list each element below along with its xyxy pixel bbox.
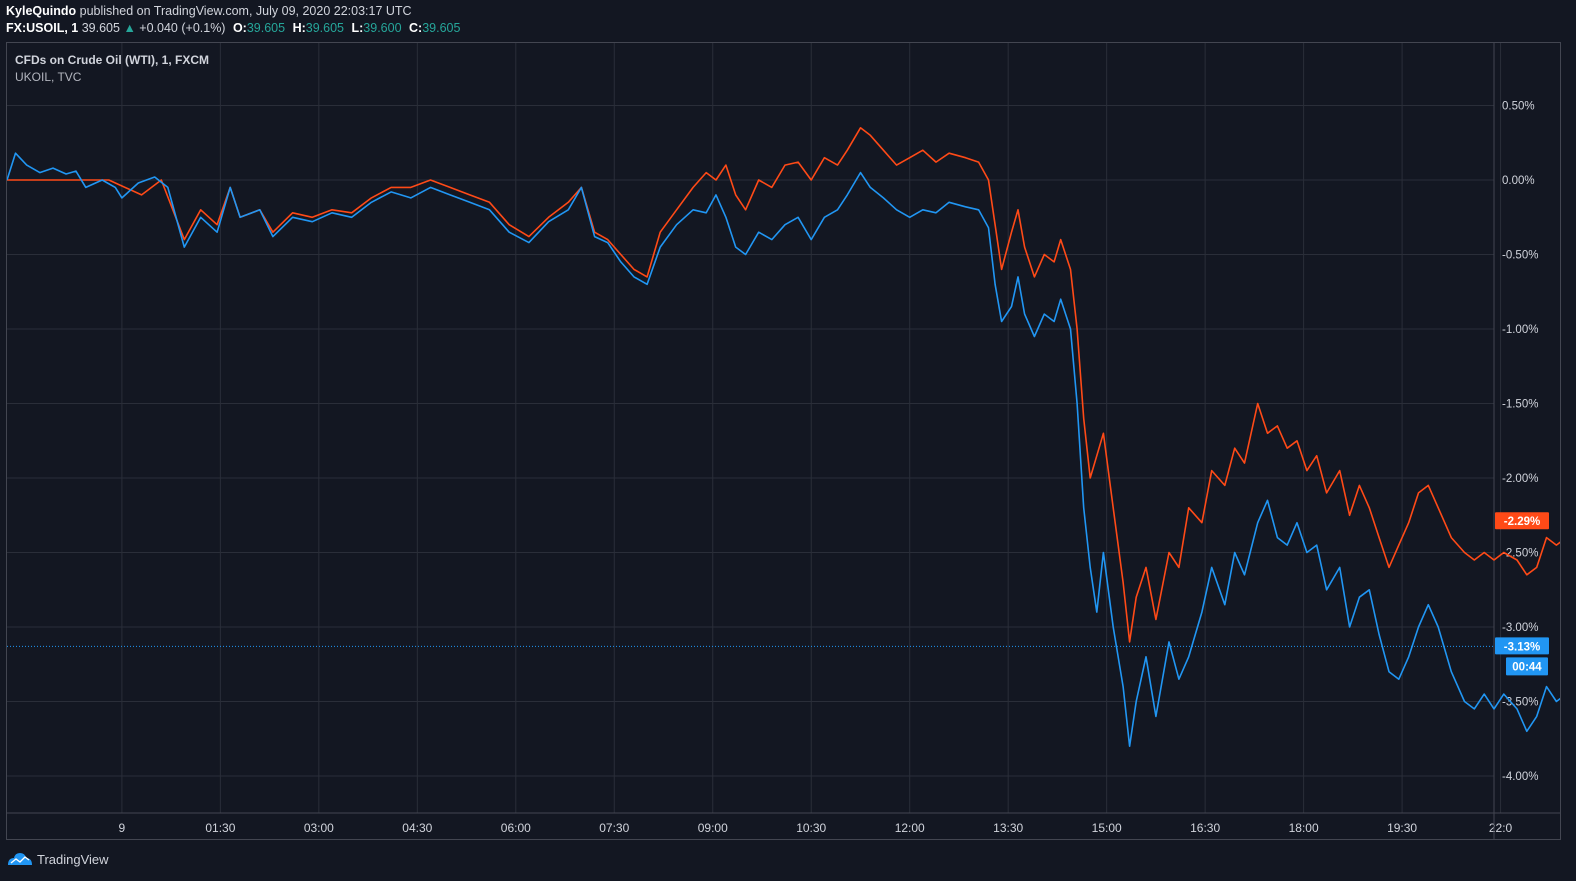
x-tick-label: 10:30 [796, 821, 826, 835]
countdown-bg [1506, 657, 1548, 676]
tradingview-brand[interactable]: TradingView [7, 851, 109, 867]
x-tick-label: 13:30 [993, 821, 1023, 835]
legend-main-series[interactable]: CFDs on Crude Oil (WTI), 1, FXCM [15, 53, 209, 67]
y-tick-label: -2.50% [1502, 548, 1538, 560]
y-tick-label: -3.50% [1502, 697, 1538, 709]
wti-last-label-bg [1495, 637, 1549, 655]
author-name[interactable]: KyleQuindo [6, 4, 77, 18]
y-tick-label: -3.00% [1502, 622, 1538, 634]
x-tick-label: 15:00 [1092, 821, 1122, 835]
symbol-label: FX:USOIL, 1 [6, 21, 79, 35]
x-tick-label: 22:0 [1489, 821, 1513, 835]
y-tick-label: 0.00% [1502, 175, 1535, 187]
ukoil-last-label-bg [1495, 512, 1549, 530]
publish-line: KyleQuindo published on TradingView.com,… [6, 4, 412, 18]
open-value: 39.605 [246, 21, 286, 35]
legend-compare-series[interactable]: UKOIL, TVC [15, 70, 82, 84]
x-tick-label: 07:30 [599, 821, 629, 835]
bar-countdown: 00:44 [1512, 661, 1542, 673]
brand-name: TradingView [37, 851, 109, 867]
x-tick-label: 01:30 [205, 821, 235, 835]
x-tick-label: 09:00 [698, 821, 728, 835]
x-tick-label: 06:00 [501, 821, 531, 835]
x-tick-label: 18:00 [1289, 821, 1319, 835]
x-tick-label: 12:00 [895, 821, 925, 835]
wti-series-line[interactable] [7, 152, 1560, 747]
up-arrow-icon: ▲ [123, 21, 136, 35]
low-value: 39.600 [363, 21, 402, 35]
price-chart[interactable]: 0.50% 0.00% -0.50% -1.00% -1.50% -2.00% -2.50%… [7, 43, 1560, 839]
open-label: O: [232, 21, 247, 35]
close-value: 39.605 [422, 21, 461, 35]
header: KyleQuindo published on TradingView.com,… [0, 0, 1576, 40]
price-change: +0.040 (+0.1%) [139, 21, 226, 35]
low-label: L: [351, 21, 364, 35]
chart-pane[interactable]: 0.50% 0.00% -0.50% -1.00% -1.50% -2.00% -2.50%… [6, 42, 1561, 840]
x-tick-label: 16:30 [1190, 821, 1220, 835]
ohlc-line: FX:USOIL, 1 39.605 ▲ +0.040 (+0.1%) O:39… [6, 21, 460, 35]
y-tick-label: -0.50% [1502, 250, 1538, 262]
high-value: 39.605 [305, 21, 344, 35]
ukoil-series-line[interactable] [7, 127, 1560, 643]
y-tick-label: 0.50% [1502, 101, 1535, 113]
wti-last-label: -3.13% [1504, 641, 1540, 653]
high-label: H: [292, 21, 306, 35]
y-tick-label: -2.00% [1502, 473, 1538, 485]
x-tick-label: 19:30 [1387, 821, 1417, 835]
close-label: C: [409, 21, 423, 35]
x-tick-label: 04:30 [402, 821, 432, 835]
y-tick-label: -1.50% [1502, 399, 1538, 411]
ukoil-last-label: -2.29% [1504, 516, 1540, 528]
tradingview-logo-icon [8, 853, 32, 865]
footer: TradingView [0, 842, 1576, 881]
x-tick-label: 9 [119, 821, 126, 835]
y-tick-label: -1.00% [1502, 324, 1538, 336]
publish-info: published on TradingView.com, July 09, 2… [79, 4, 412, 18]
y-tick-label: -4.00% [1502, 771, 1538, 783]
x-tick-label: 03:00 [304, 821, 334, 835]
last-price: 39.605 [81, 21, 120, 35]
